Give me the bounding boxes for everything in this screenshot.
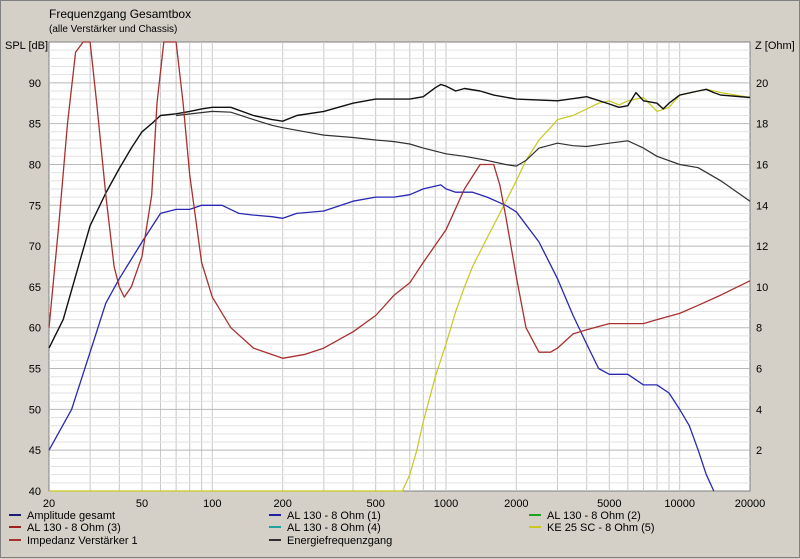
y-right-tick-label: 2 bbox=[756, 445, 762, 457]
series-line-woofer bbox=[48, 184, 715, 492]
legend-label: AL 130 - 8 Ohm (2) bbox=[547, 510, 641, 522]
x-tick-label: 20000 bbox=[735, 498, 766, 510]
y-right-tick-label: 18 bbox=[756, 119, 768, 131]
x-tick-label: 200 bbox=[273, 498, 291, 510]
legend-label: Impedanz Verstärker 1 bbox=[27, 535, 138, 547]
chart-subtitle: (alle Verstärker und Chassis) bbox=[49, 24, 177, 35]
plot-area bbox=[48, 41, 751, 492]
x-tick-label: 100 bbox=[203, 498, 221, 510]
grid bbox=[49, 42, 750, 491]
y-right-tick-label: 4 bbox=[756, 404, 762, 416]
legend: Amplitude gesamt AL 130 - 8 Ohm (1) AL 130… bbox=[9, 510, 655, 547]
y-left-tick-label: 60 bbox=[29, 323, 41, 335]
y-right-tick-label: 16 bbox=[756, 159, 768, 171]
x-tick-label: 5000 bbox=[597, 498, 621, 510]
y-left-tick-label: 50 bbox=[29, 404, 41, 416]
legend-label: KE 25 SC - 8 Ohm (5) bbox=[547, 522, 655, 534]
y-left-tick-label: 80 bbox=[29, 159, 41, 171]
x-tick-label: 10000 bbox=[664, 498, 695, 510]
y-right-axis-label: Z [Ohm] bbox=[755, 40, 795, 52]
chart-title: Frequenzgang Gesamtbox bbox=[49, 7, 191, 21]
legend-label: AL 130 - 8 Ohm (3) bbox=[27, 522, 121, 534]
x-tick-label: 2000 bbox=[504, 498, 528, 510]
series-line-tweeter bbox=[49, 88, 751, 492]
y-left-tick-label: 40 bbox=[29, 486, 41, 498]
y-right-tick-label: 12 bbox=[756, 241, 768, 253]
y-left-tick-label: 70 bbox=[29, 241, 41, 253]
x-tick-label: 1000 bbox=[434, 498, 458, 510]
x-tick-label: 50 bbox=[136, 498, 148, 510]
legend-label: AL 130 - 8 Ohm (4) bbox=[287, 522, 381, 534]
y-left-tick-label: 85 bbox=[29, 119, 41, 131]
legend-label: Amplitude gesamt bbox=[27, 510, 115, 522]
x-tick-label: 20 bbox=[43, 498, 55, 510]
y-right-tick-label: 10 bbox=[756, 282, 768, 294]
x-tick-label: 500 bbox=[366, 498, 384, 510]
y-right-tick-label: 6 bbox=[756, 364, 762, 376]
y-left-tick-label: 45 bbox=[29, 445, 41, 457]
y-left-tick-label: 55 bbox=[29, 364, 41, 376]
y-right-tick-label: 8 bbox=[756, 323, 762, 335]
series-line-energy bbox=[176, 110, 751, 202]
series-lines bbox=[48, 41, 751, 492]
legend-label: Energiefrequenzgang bbox=[287, 535, 392, 547]
y-right-tick-label: 14 bbox=[756, 200, 768, 212]
tick-labels: 20 50 100 200 500 1000 2000 5000 10000 2000040455… bbox=[29, 78, 769, 510]
y-left-tick-label: 65 bbox=[29, 282, 41, 294]
series-line-amplitude bbox=[48, 83, 751, 349]
y-left-axis-label: SPL [dB] bbox=[5, 40, 48, 52]
y-right-tick-label: 20 bbox=[756, 78, 768, 90]
series-line-impedance bbox=[48, 41, 751, 359]
legend-label: AL 130 - 8 Ohm (1) bbox=[287, 510, 381, 522]
y-left-tick-label: 75 bbox=[29, 200, 41, 212]
y-left-tick-label: 90 bbox=[29, 78, 41, 90]
